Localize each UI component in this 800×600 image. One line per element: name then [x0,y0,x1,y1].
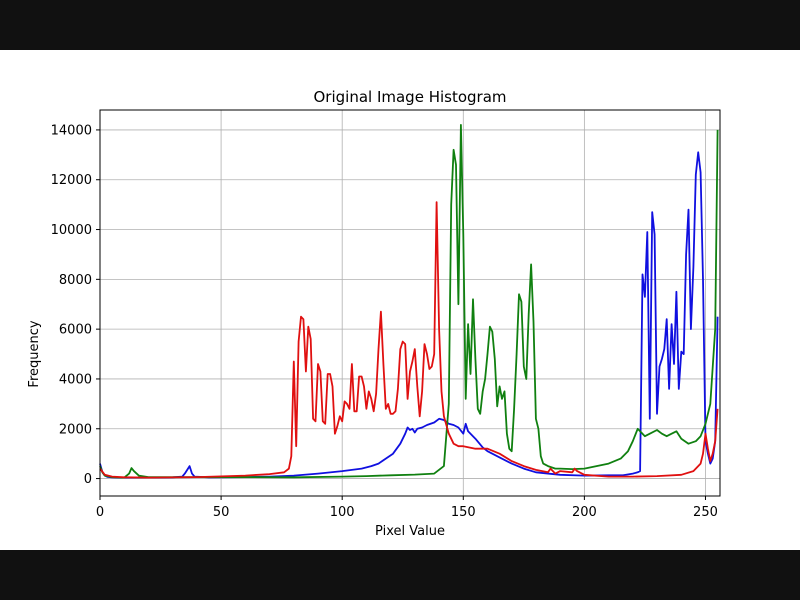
x-tick-label: 150 [451,505,476,520]
x-tick-label: 0 [96,505,104,520]
y-tick-label: 2000 [59,422,92,437]
y-tick-label: 8000 [59,273,92,288]
x-tick-label: 200 [572,505,597,520]
y-tick-label: 4000 [59,372,92,387]
x-tick-label: 250 [693,505,718,520]
y-tick-label: 6000 [59,323,92,338]
plot-frame [99,109,721,497]
grid-lines [99,110,720,496]
histogram-chart: Original Image Histogram 0 50 100 150 200 250… [27,88,721,539]
y-axis-ticks: 0 2000 4000 6000 8000 10000 12000 14000 [51,123,100,487]
x-tick-label: 100 [330,505,355,520]
x-axis-ticks: 0 50 100 150 200 250 [96,496,718,520]
y-tick-label: 14000 [51,123,92,138]
y-tick-label: 10000 [51,223,92,238]
series-layer [99,124,719,479]
chart-canvas: Original Image Histogram 0 50 100 150 200 250… [0,50,800,550]
green-channel-line [99,124,719,479]
y-tick-label: 12000 [51,173,92,188]
x-tick-label: 50 [213,505,230,520]
red-channel-line [99,201,719,479]
y-tick-label: 0 [84,472,92,487]
chart-title: Original Image Histogram [313,88,506,106]
x-axis-label: Pixel Value [375,524,445,539]
y-axis-label: Frequency [27,320,42,387]
